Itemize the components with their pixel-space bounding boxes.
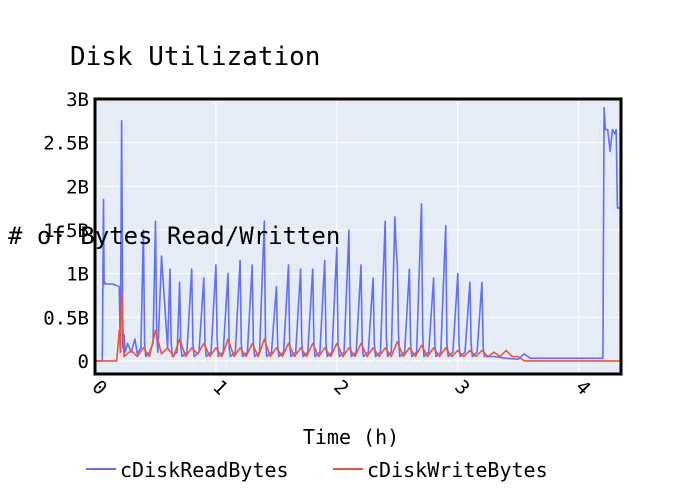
x-tick-label: 3 (450, 376, 474, 400)
legend-label-cDiskReadBytes: cDiskReadBytes (120, 458, 289, 482)
x-tick-label: 4 (571, 376, 595, 400)
series-line-cDiskWriteBytes (95, 290, 621, 362)
x-tick-label: 0 (87, 376, 111, 400)
y-tick-label: 2B (66, 176, 89, 198)
x-axis-ticks: 0 1 2 3 4 (87, 376, 594, 400)
y-tick-label: 3B (66, 89, 89, 111)
chart-title: Disk Utilization (70, 42, 320, 72)
y-tick-label: 2.5B (43, 133, 89, 155)
y-tick-label: 1B (66, 264, 89, 286)
y-axis-title: # of Bytes Read/Written (8, 222, 340, 250)
legend-label-cDiskWriteBytes: cDiskWriteBytes (367, 458, 548, 482)
x-tick-label: 1 (208, 376, 232, 400)
y-tick-label: 1.5B (43, 220, 89, 242)
series-layer (95, 106, 621, 362)
series-line-cDiskReadBytes (95, 106, 621, 362)
x-axis-title: Time (h) (303, 425, 399, 449)
legend: cDiskReadBytes cDiskWriteBytes (86, 458, 548, 482)
y-tick-label: 0.5B (43, 307, 89, 329)
plot-frame (93, 97, 623, 376)
y-axis-ticks: 0 0.5B 1B 1.5B 2B 2.5B 3B (43, 89, 89, 373)
y-tick-label: 0 (78, 351, 89, 373)
x-tick-label: 2 (329, 376, 353, 400)
